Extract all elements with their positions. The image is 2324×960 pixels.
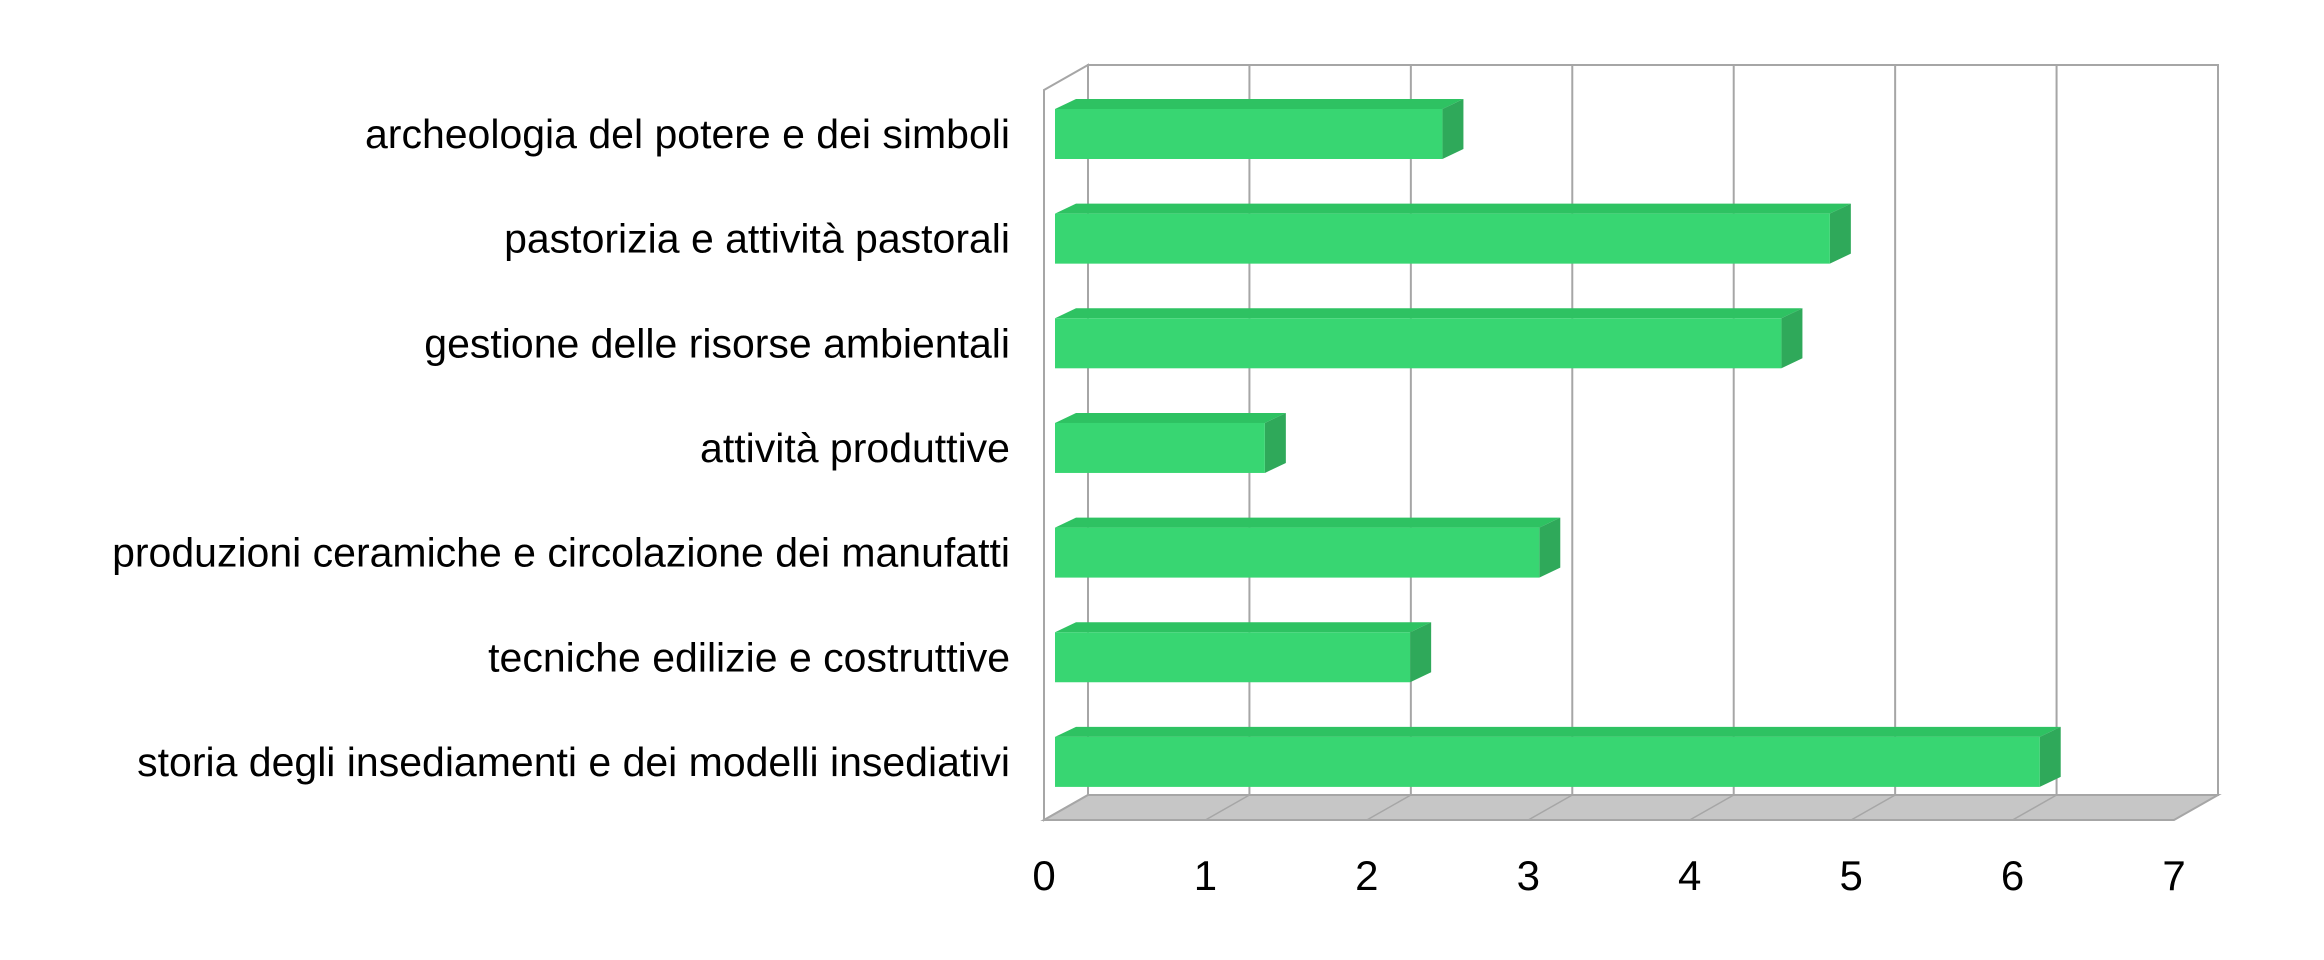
category-label: tecniche edilizie e costruttive: [488, 634, 1010, 680]
bar-top-face: [1055, 308, 1803, 319]
gridline-floor: [1689, 794, 1735, 821]
category-label: storia degli insediamenti e dei modelli …: [137, 739, 1010, 785]
bar-side-face: [1781, 308, 1803, 369]
bar-top-face: [1055, 412, 1286, 423]
gridline-floor: [2012, 794, 2057, 821]
bar-top-face: [1055, 203, 1851, 214]
bar: [1055, 736, 2040, 787]
x-tick-label: 7: [2162, 852, 2185, 899]
category-label: archeologia del potere e dei simboli: [365, 111, 1010, 157]
bar-side-face: [2039, 726, 2061, 787]
gridline-floor: [1527, 794, 1573, 821]
gridline-floor: [1850, 794, 1896, 821]
x-tick-label: 4: [1678, 852, 1701, 899]
bar: [1055, 632, 1411, 683]
bar: [1055, 422, 1265, 473]
gridline-floor: [1366, 794, 1412, 821]
bar-top-face: [1055, 517, 1561, 528]
bar-top-face: [1055, 726, 2061, 737]
bar-side-face: [1829, 203, 1851, 264]
bar-top-face: [1055, 622, 1432, 633]
bar-side-face: [1264, 412, 1286, 473]
floor: [1040, 794, 2222, 821]
x-tick-label: 6: [2001, 852, 2024, 899]
bar-side-face: [1442, 99, 1464, 159]
bar-top-face: [1055, 99, 1464, 109]
x-tick-label: 5: [1839, 852, 1862, 899]
category-label: gestione delle risorse ambientali: [424, 320, 1010, 366]
category-label: pastorizia e attività pastorali: [504, 216, 1010, 262]
bar-side-face: [1539, 517, 1561, 578]
x-tick-label: 2: [1355, 852, 1378, 899]
bar-side-face: [1410, 622, 1432, 683]
bar: [1055, 213, 1830, 264]
bar: [1055, 109, 1443, 159]
x-tick-label: 3: [1517, 852, 1540, 899]
x-tick-label: 1: [1194, 852, 1217, 899]
gridline-floor: [1205, 794, 1250, 821]
category-label: produzioni ceramiche e circolazione dei …: [112, 530, 1010, 576]
category-label: attività produttive: [700, 425, 1010, 471]
x-tick-label: 0: [1032, 852, 1055, 899]
bar: [1055, 318, 1782, 369]
bar: [1055, 527, 1540, 578]
